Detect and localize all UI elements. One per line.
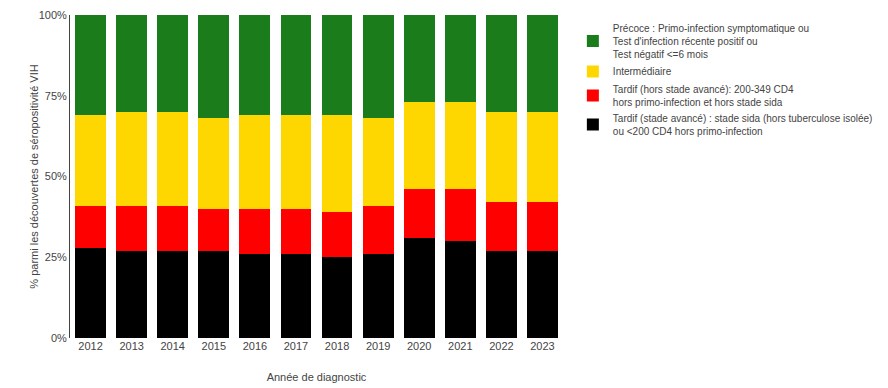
svg-text:2015: 2015 (202, 340, 226, 352)
svg-text:2017: 2017 (284, 340, 308, 352)
svg-text:2016: 2016 (243, 340, 267, 352)
svg-text:75%: 75% (45, 90, 67, 102)
svg-text:2018: 2018 (325, 340, 349, 352)
svg-text:Intermédiaire: Intermédiaire (613, 66, 672, 77)
svg-text:2022: 2022 (489, 340, 513, 352)
svg-text:2023: 2023 (530, 340, 554, 352)
svg-text:Tardif (stade avancé) : stade: Tardif (stade avancé) : stade sida (hors… (613, 113, 873, 137)
svg-text:2021: 2021 (448, 340, 472, 352)
svg-text:Précoce : Primo-infection symp: Précoce : Primo-infection symptomatique … (613, 23, 809, 60)
svg-text:25%: 25% (45, 251, 67, 263)
svg-text:2013: 2013 (119, 340, 143, 352)
svg-text:50%: 50% (45, 170, 67, 182)
svg-text:2020: 2020 (407, 340, 431, 352)
svg-text:2019: 2019 (366, 340, 390, 352)
svg-text:0%: 0% (51, 332, 67, 344)
svg-text:2014: 2014 (160, 340, 184, 352)
svg-text:Tardif (hors stade avancé): 20: Tardif (hors stade avancé): 200-349 CD4h… (613, 84, 794, 108)
svg-text:2012: 2012 (78, 340, 102, 352)
svg-text:% parmi les découvertes de sér: % parmi les découvertes de séropositivit… (28, 64, 40, 288)
svg-text:Année de diagnostic: Année de diagnostic (267, 371, 367, 383)
svg-text:100%: 100% (39, 9, 67, 21)
